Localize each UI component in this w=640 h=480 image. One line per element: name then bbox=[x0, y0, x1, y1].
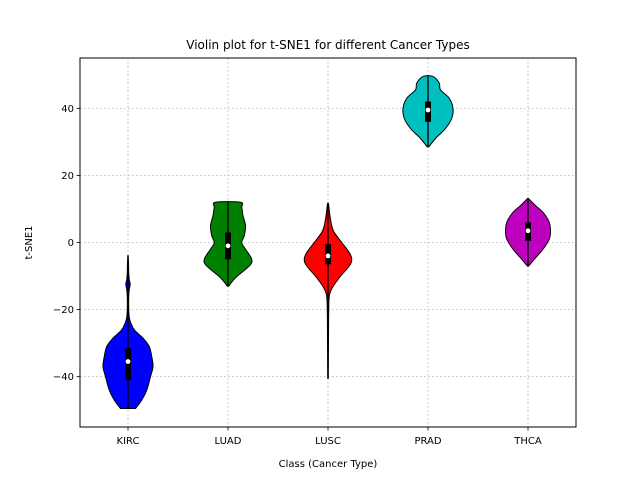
median-dot-kirc bbox=[125, 359, 131, 364]
x-tick-label-lusc: LUSC bbox=[315, 436, 341, 447]
y-tick-label: −40 bbox=[53, 372, 74, 383]
x-axis-label: Class (Cancer Type) bbox=[279, 459, 378, 470]
chart-title: Violin plot for t-SNE1 for different Can… bbox=[186, 38, 469, 52]
median-dot-thca bbox=[525, 228, 531, 234]
x-tick-label-luad: LUAD bbox=[215, 436, 242, 447]
x-tick-label-prad: PRAD bbox=[414, 436, 441, 447]
median-dot-luad bbox=[225, 243, 231, 249]
x-axis: KIRC LUAD LUSC PRAD THCA bbox=[117, 427, 542, 447]
median-dot-prad bbox=[425, 107, 431, 113]
y-tick-label: −20 bbox=[53, 305, 74, 316]
violins bbox=[102, 75, 551, 410]
y-tick-label: 20 bbox=[61, 171, 74, 182]
y-tick-label: 0 bbox=[68, 238, 74, 249]
y-axis-label: t-SNE1 bbox=[24, 225, 35, 259]
median-dot-lusc bbox=[325, 253, 331, 259]
iqr-box-kirc bbox=[125, 348, 131, 381]
y-axis: −40 −20 0 20 40 bbox=[53, 104, 80, 383]
x-tick-label-kirc: KIRC bbox=[117, 436, 140, 447]
x-tick-label-thca: THCA bbox=[513, 436, 542, 447]
y-tick-label: 40 bbox=[61, 104, 74, 115]
